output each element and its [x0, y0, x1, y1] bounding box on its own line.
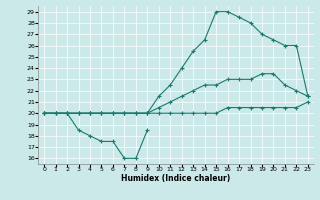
X-axis label: Humidex (Indice chaleur): Humidex (Indice chaleur) — [121, 174, 231, 183]
